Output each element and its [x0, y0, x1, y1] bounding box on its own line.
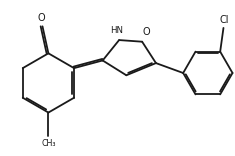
Text: O: O [37, 13, 45, 23]
Text: HN: HN [110, 27, 123, 35]
Text: Cl: Cl [219, 15, 229, 25]
Text: O: O [142, 27, 150, 37]
Text: CH₃: CH₃ [41, 139, 56, 148]
